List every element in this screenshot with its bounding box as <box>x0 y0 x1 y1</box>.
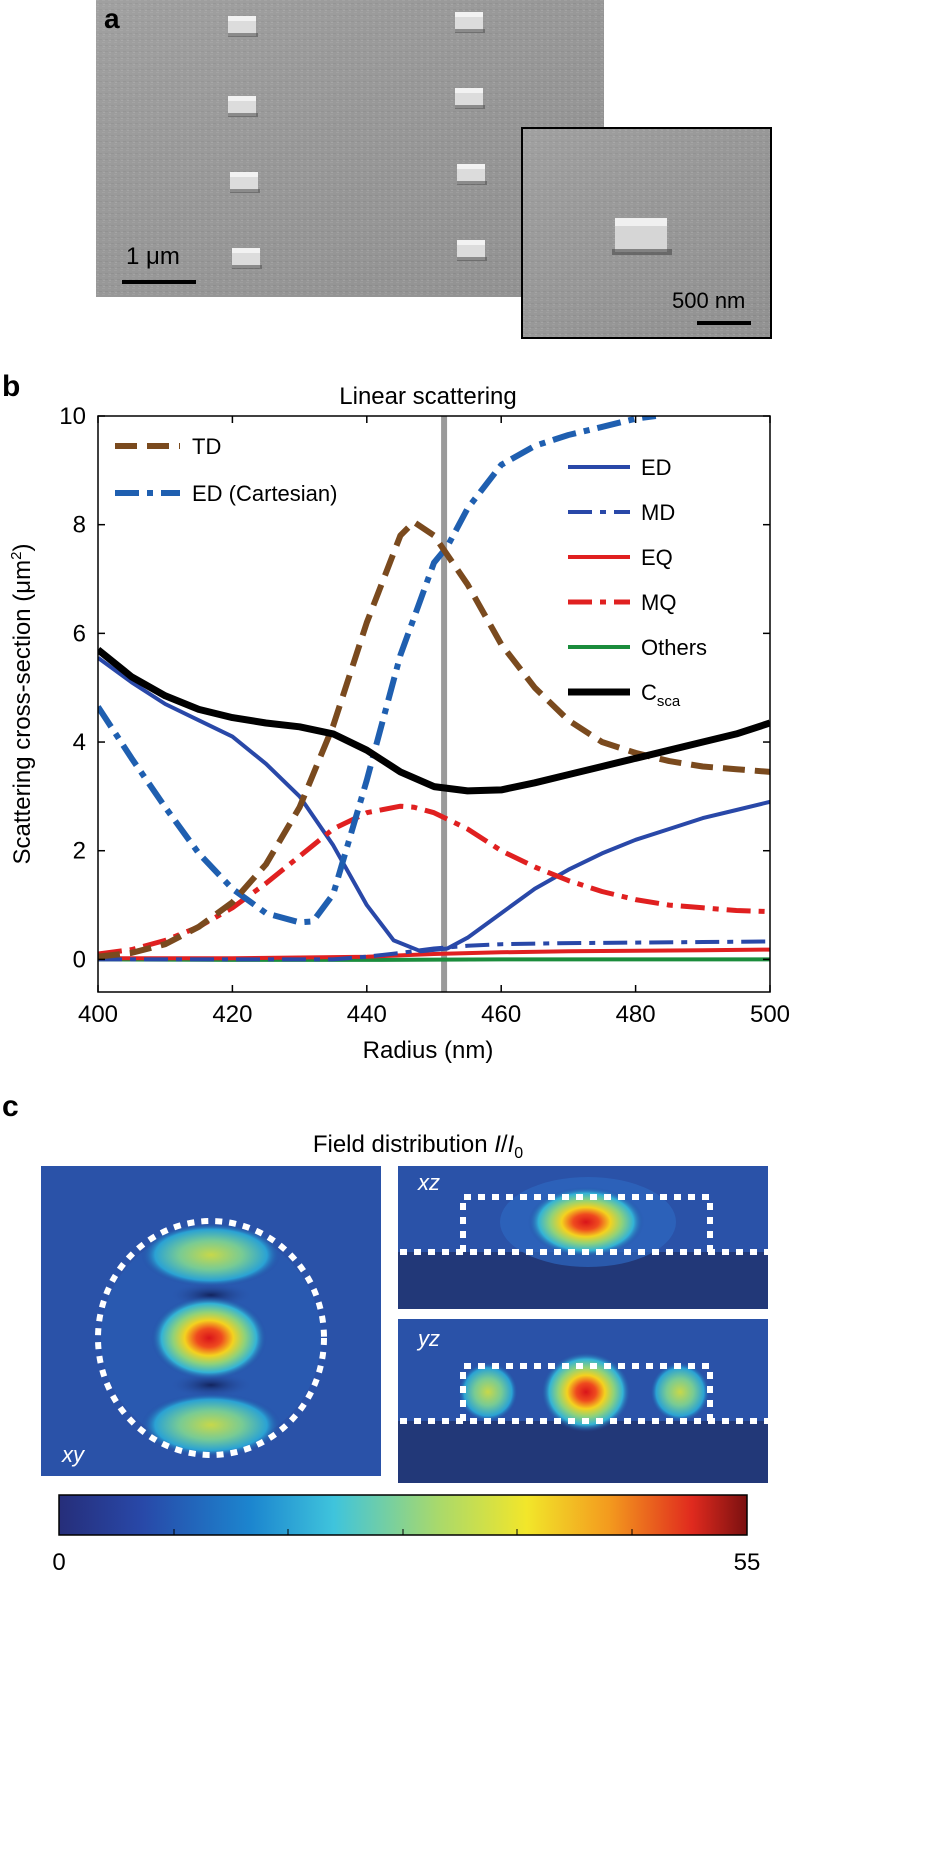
scale-bar-main-label: 1 μm <box>126 243 180 270</box>
x-tick-label: 420 <box>212 1001 252 1028</box>
legend-label-edc: ED (Cartesian) <box>192 481 337 506</box>
series-line-ed <box>98 656 770 954</box>
nanopillar <box>230 172 260 193</box>
panel-c-label: c <box>2 1090 19 1123</box>
legend-label-csca: Csca <box>641 680 681 710</box>
series-line-eq <box>98 947 770 961</box>
series-line-csca <box>98 646 770 795</box>
scale-bar-inset <box>697 321 751 325</box>
nanopillar <box>457 240 487 261</box>
nanopillar <box>228 16 258 37</box>
panel-a-label: a <box>104 3 120 34</box>
nanopillar <box>455 88 485 109</box>
series-line-md <box>98 939 770 962</box>
x-tick-label: 460 <box>481 1001 521 1028</box>
y-tick-label: 10 <box>59 403 86 430</box>
plot-area: 400 420 440 460 480 500 0 2 4 6 8 10 <box>59 403 790 1028</box>
field-map-title: Field distribution I/I0 <box>313 1131 523 1162</box>
legend-label-mq: MQ <box>641 590 676 615</box>
field-map-xz: xz <box>398 1166 768 1309</box>
field-map-yz: yz <box>398 1319 768 1483</box>
y-tick-label: 6 <box>73 620 86 647</box>
nanopillar <box>228 96 258 117</box>
y-tick-label: 0 <box>73 946 86 973</box>
x-tick-label: 400 <box>78 1001 118 1028</box>
x-axis-label: Radius (nm) <box>363 1037 494 1064</box>
series-line-mq <box>98 803 770 957</box>
panel-c: c Field distribution I/I0 xy xz <box>2 1090 768 1576</box>
boundary-outline <box>400 1194 768 1255</box>
x-axis: 400 420 440 460 480 500 <box>78 416 790 1028</box>
colorbar-max: 55 <box>734 1549 761 1576</box>
boundary-outline <box>95 1218 327 1458</box>
series-line-edc <box>98 416 657 926</box>
legend-label-eq: EQ <box>641 545 673 570</box>
series-line-td <box>98 519 770 960</box>
legend: TD ED (Cartesian) ED MD EQ MQ Others Csca <box>115 434 707 710</box>
legend-label-others: Others <box>641 635 707 660</box>
label-yz: yz <box>416 1326 440 1351</box>
nanopillar-array <box>228 12 487 269</box>
y-tick-label: 8 <box>73 512 86 539</box>
colorbar: 0 55 <box>52 1494 761 1576</box>
curves <box>98 416 770 992</box>
nanopillar <box>232 248 262 269</box>
y-tick-label: 2 <box>73 838 86 865</box>
x-tick-label: 480 <box>616 1001 656 1028</box>
nanopillar <box>457 164 487 185</box>
field-map-xy: xy <box>41 1166 381 1476</box>
legend-label-td: TD <box>192 434 221 459</box>
label-xz: xz <box>417 1170 440 1195</box>
y-axis-label: Scattering cross-section (μm2) <box>8 544 36 865</box>
legend-label-md: MD <box>641 500 675 525</box>
chart-title: Linear scattering <box>339 383 516 410</box>
y-tick-label: 4 <box>73 729 86 756</box>
colorbar-min: 0 <box>52 1549 65 1576</box>
x-tick-label: 500 <box>750 1001 790 1028</box>
nanopillar <box>455 12 485 33</box>
panel-b: b Linear scattering 400 420 440 460 480 500 0… <box>2 370 790 1064</box>
panel-b-label: b <box>2 370 20 403</box>
scale-bar-inset-label: 500 nm <box>672 288 745 313</box>
plot-frame <box>97 415 771 993</box>
scale-bar-main <box>122 280 196 284</box>
label-xy: xy <box>61 1442 86 1467</box>
sem-inset: 500 nm <box>521 127 772 339</box>
y-axis: 0 2 4 6 8 10 <box>59 403 770 973</box>
sem-shading <box>96 0 604 297</box>
nanopillar-zoomed <box>612 218 672 255</box>
panel-a: a 1 μm 500 nm <box>96 0 772 339</box>
legend-label-ed: ED <box>641 455 672 480</box>
boundary-outline <box>400 1363 768 1424</box>
x-tick-label: 440 <box>347 1001 387 1028</box>
